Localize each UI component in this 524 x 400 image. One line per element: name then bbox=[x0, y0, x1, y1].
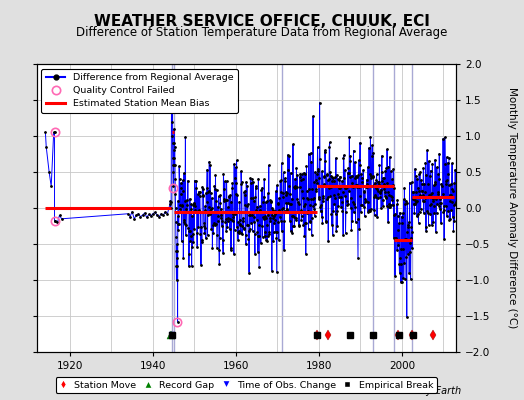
Y-axis label: Monthly Temperature Anomaly Difference (°C): Monthly Temperature Anomaly Difference (… bbox=[507, 87, 517, 329]
Legend: Station Move, Record Gap, Time of Obs. Change, Empirical Break: Station Move, Record Gap, Time of Obs. C… bbox=[56, 377, 437, 393]
Legend: Difference from Regional Average, Quality Control Failed, Estimated Station Mean: Difference from Regional Average, Qualit… bbox=[41, 69, 238, 113]
Text: Difference of Station Temperature Data from Regional Average: Difference of Station Temperature Data f… bbox=[77, 26, 447, 39]
Text: Berkeley Earth: Berkeley Earth bbox=[389, 386, 461, 396]
Text: WEATHER SERVICE OFFICE, CHUUK, ECI: WEATHER SERVICE OFFICE, CHUUK, ECI bbox=[94, 14, 430, 29]
